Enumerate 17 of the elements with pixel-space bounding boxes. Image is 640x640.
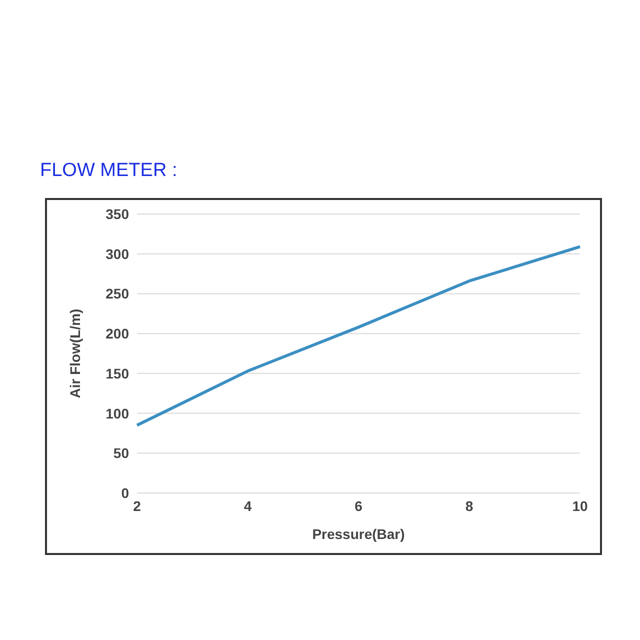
line-series	[136, 245, 582, 427]
y-axis-title: Air Flow(L/m)	[66, 308, 83, 398]
y-tick-label: 0	[121, 484, 130, 501]
y-tick-label: 250	[106, 286, 130, 302]
x-axis-title: Pressure(Bar)	[312, 526, 405, 542]
x-tick-label: 10	[572, 498, 588, 514]
x-tick-label: 6	[354, 498, 363, 514]
y-tick-label: 150	[106, 365, 130, 382]
chart-title: FLOW METER :	[40, 160, 178, 182]
y-tick-label: 300	[106, 246, 130, 262]
y-tick-label: 50	[113, 445, 130, 462]
y-tick-label: 200	[106, 326, 130, 342]
y-tick-label: 350	[106, 206, 130, 222]
y-tick-label: 100	[106, 405, 130, 422]
x-tick-label: 2	[133, 498, 142, 514]
x-tick-label: 4	[244, 498, 252, 514]
x-tick-label: 8	[465, 498, 474, 514]
